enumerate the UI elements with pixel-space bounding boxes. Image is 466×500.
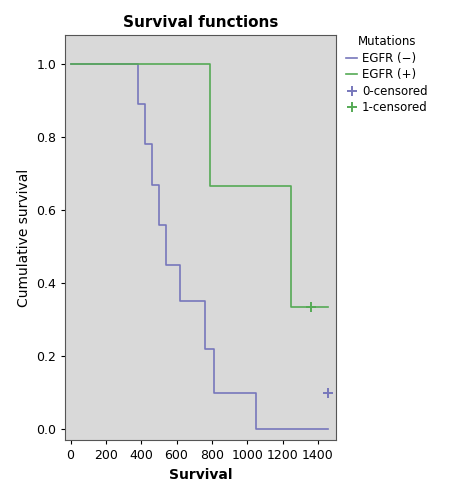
Legend: EGFR (−), EGFR (+), 0-censored, 1-censored: EGFR (−), EGFR (+), 0-censored, 1-censor…	[344, 33, 430, 116]
Title: Survival functions: Survival functions	[123, 14, 278, 30]
Y-axis label: Cumulative survival: Cumulative survival	[17, 168, 31, 306]
X-axis label: Survival: Survival	[169, 468, 232, 481]
